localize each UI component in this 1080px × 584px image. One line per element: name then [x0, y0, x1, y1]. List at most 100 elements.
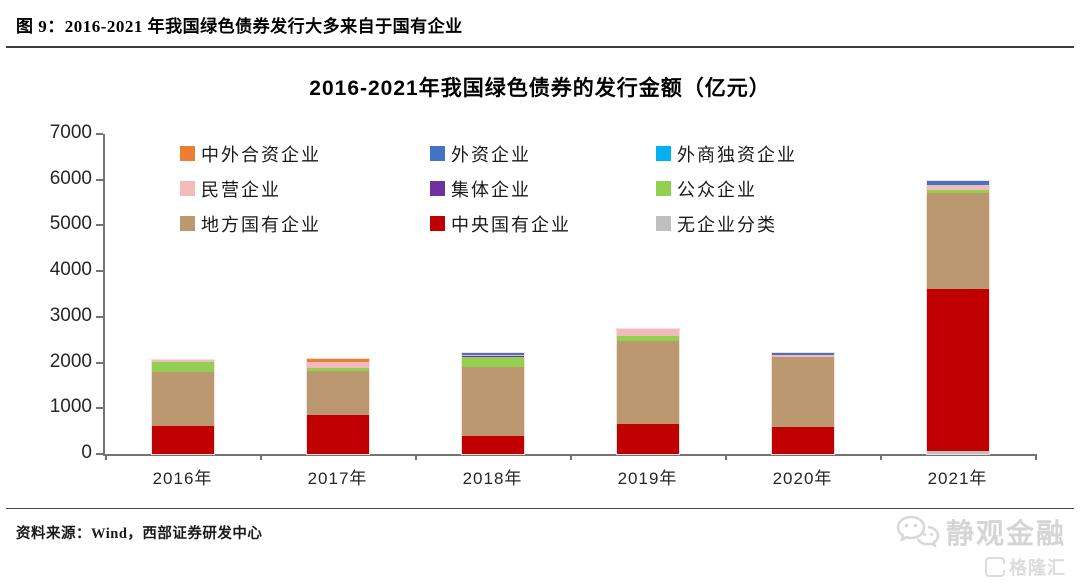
legend-swatch	[430, 216, 445, 231]
bar-segment-民营企业	[306, 362, 369, 369]
legend-swatch	[656, 216, 671, 231]
bar-segment-民营企业	[461, 354, 524, 356]
bar-segment-民营企业	[771, 354, 834, 357]
x-tick-label: 2018年	[462, 469, 523, 488]
bar-segment-中央国有企业	[771, 427, 834, 454]
legend-item: 集体企业	[430, 176, 656, 202]
y-axis-tick	[96, 133, 103, 135]
legend-item: 无企业分类	[656, 211, 797, 237]
legend-item: 中央国有企业	[430, 211, 656, 237]
y-tick-label: 3000	[49, 304, 92, 326]
legend-item: 民营企业	[180, 176, 430, 202]
y-tick-label: 7000	[49, 122, 92, 143]
bar-segment-中央国有企业	[306, 414, 369, 454]
y-tick-label: 0	[81, 442, 92, 463]
y-tick-label: 2000	[49, 350, 92, 372]
legend-label: 外资企业	[451, 144, 531, 165]
legend-label: 民营企业	[201, 179, 281, 200]
x-tick-label: 2020年	[772, 469, 833, 488]
legend-label: 外商独资企业	[677, 144, 797, 165]
x-tick-label: 2016年	[152, 469, 213, 488]
partner-logo-text: 格隆汇	[1009, 558, 1066, 578]
y-tick-label: 4000	[49, 259, 92, 281]
x-axis-tick	[105, 454, 107, 460]
y-axis-tick	[96, 407, 103, 410]
source-note: 资料来源：Wind，西部证券研发中心	[16, 526, 263, 542]
bar-segment-外资企业	[461, 353, 524, 355]
x-axis-tick	[415, 454, 417, 460]
y-tick-label: 1000	[49, 396, 92, 418]
chart-title: 2016-2021年我国绿色债券的发行金额（亿元）	[309, 77, 771, 100]
legend-item: 外商独资企业	[656, 141, 797, 167]
y-axis-tick	[96, 270, 103, 273]
top-divider	[6, 46, 1074, 48]
figure-caption: 图 9：2016-2021 年我国绿色债券发行大多来自于国有企业	[16, 17, 463, 36]
bar-segment-地方国有企业	[306, 370, 369, 415]
bar-segment-中央国有企业	[461, 435, 524, 454]
x-tick-label: 2017年	[307, 469, 368, 488]
bar-segment-无企业分类	[926, 450, 989, 454]
stacked-bar	[150, 359, 215, 455]
y-axis-tick	[96, 315, 103, 318]
legend-label: 集体企业	[451, 179, 531, 200]
x-tick-label: 2019年	[617, 469, 678, 488]
stacked-bar	[770, 351, 835, 455]
bar-segment-民营企业	[151, 360, 214, 363]
legend-swatch	[656, 146, 671, 161]
legend-item: 外资企业	[430, 141, 656, 167]
brand-watermark-text: 静观金融	[945, 518, 1066, 549]
bar-segment-地方国有企业	[461, 367, 524, 436]
legend-label: 地方国有企业	[201, 214, 321, 235]
legend-swatch	[180, 181, 195, 196]
bar-segment-民营企业	[616, 328, 679, 337]
y-axis-tick	[96, 361, 103, 364]
y-tick-label: 6000	[49, 167, 92, 189]
plot-area	[103, 134, 1035, 456]
bar-segment-公众企业	[151, 362, 214, 373]
legend-label: 无企业分类	[677, 214, 777, 235]
bar-segment-公众企业	[616, 336, 679, 342]
watermark: 静观金融 格隆汇	[836, 512, 1066, 580]
legend-swatch	[180, 146, 195, 161]
bar-segment-地方国有企业	[771, 356, 834, 428]
stacked-bar	[925, 179, 990, 455]
bar-segment-地方国有企业	[151, 372, 214, 427]
bar-segment-中外合资企业	[306, 359, 369, 363]
legend-item: 公众企业	[656, 176, 797, 202]
chart-legend: 中外合资企业 外资企业 外商独资企业民营企业 集体企业 公众企业地方国有企业 中央国有企业…	[180, 136, 797, 241]
x-tick-label: 2021年	[927, 469, 988, 488]
x-axis-tick	[570, 454, 572, 460]
stacked-bar	[460, 352, 525, 455]
bar-segment-外资企业	[926, 180, 989, 185]
bar-segment-外资企业	[771, 352, 834, 355]
x-axis-tick	[260, 454, 262, 460]
y-axis-tick	[96, 224, 103, 227]
y-axis-tick	[96, 178, 103, 181]
bar-segment-集体企业	[461, 355, 524, 358]
legend-label: 中外合资企业	[201, 144, 321, 165]
bar-segment-地方国有企业	[616, 341, 679, 425]
legend-swatch	[180, 216, 195, 231]
brand-watermark: 静观金融	[836, 512, 1066, 552]
bar-segment-中央国有企业	[926, 288, 989, 451]
wechat-bubbles-icon	[896, 515, 940, 549]
x-axis-tick	[1035, 454, 1037, 460]
bar-segment-民营企业	[926, 184, 989, 190]
x-axis-tick	[880, 454, 882, 460]
legend-swatch	[430, 181, 445, 196]
legend-swatch	[656, 181, 671, 196]
legend-label: 公众企业	[677, 179, 757, 200]
bar-segment-公众企业	[306, 368, 369, 371]
bar-segment-公众企业	[926, 189, 989, 193]
legend-item: 中外合资企业	[180, 141, 430, 167]
bottom-divider	[6, 508, 1074, 509]
stacked-bar	[305, 358, 370, 455]
y-tick-label: 5000	[49, 213, 92, 235]
bar-segment-中央国有企业	[151, 426, 214, 454]
partner-logo: 格隆汇	[836, 554, 1066, 580]
legend-item: 地方国有企业	[180, 211, 430, 237]
legend-swatch	[430, 146, 445, 161]
x-axis-tick	[725, 454, 727, 460]
bar-segment-公众企业	[461, 357, 524, 368]
